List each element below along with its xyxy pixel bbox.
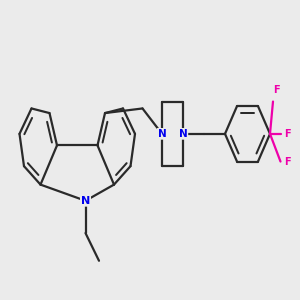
Text: F: F	[273, 85, 279, 95]
Text: N: N	[158, 129, 166, 139]
Text: F: F	[284, 157, 290, 166]
Text: F: F	[284, 129, 290, 139]
Text: N: N	[178, 129, 188, 139]
Text: N: N	[81, 196, 90, 206]
